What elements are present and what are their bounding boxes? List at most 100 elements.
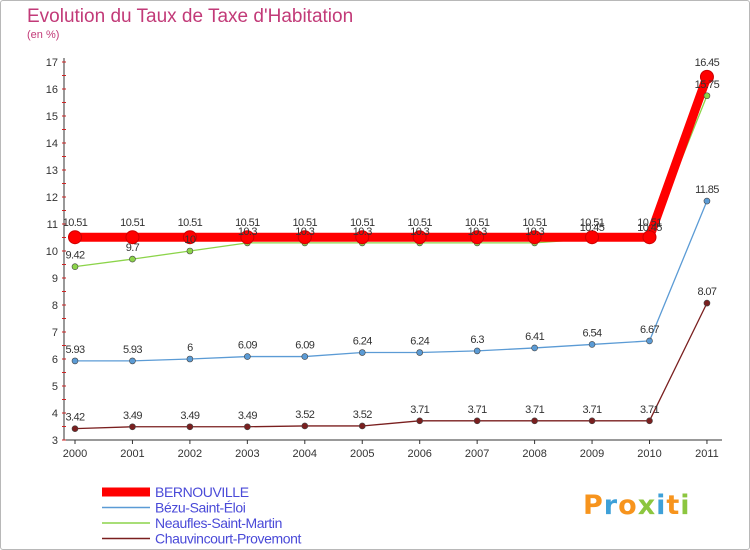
data-label-0: 10.51: [235, 217, 260, 229]
series-point-3: [588, 417, 596, 425]
series-point-1: [301, 353, 309, 360]
data-label-0: 10.51: [293, 217, 318, 229]
data-label-1: 6.67: [640, 324, 659, 336]
series-point-2: [186, 247, 194, 255]
y-tick-label: 3: [52, 435, 58, 447]
data-label-2: 9.7: [126, 242, 140, 254]
data-label-2: 9.42: [65, 250, 84, 262]
legend-label-2: Neaufles-Saint-Martin: [155, 515, 282, 531]
data-label-1: 6: [187, 342, 193, 354]
series-point-3: [71, 425, 79, 432]
legend-label-1: Bézu-Saint-Éloi: [155, 500, 246, 516]
y-tick-label: 11: [47, 219, 58, 231]
data-label-3: 3.49: [123, 410, 142, 422]
series-point-1: [646, 337, 653, 345]
data-label-1: 6.54: [583, 327, 602, 339]
x-tick-label: 2001: [120, 448, 144, 460]
logo-letter: i: [656, 490, 667, 521]
logo-letter: r: [603, 490, 619, 521]
data-label-1: 5.93: [123, 344, 142, 356]
series-point-1: [473, 347, 481, 355]
series-point-3: [301, 422, 309, 430]
data-label-0: 10.51: [637, 217, 662, 229]
x-tick-label: 2011: [695, 448, 719, 460]
series-point-1: [244, 353, 251, 360]
series-point-3: [703, 299, 711, 307]
series-point-1: [588, 341, 596, 348]
chart-subtitle: (en %): [27, 29, 60, 41]
logo-letter: P: [583, 490, 604, 521]
series-line-3: [74, 302, 708, 430]
series-point-3: [358, 422, 366, 430]
data-label-1: 5.93: [65, 344, 84, 356]
series-point-1: [358, 349, 366, 356]
logo-letter: x: [637, 490, 657, 521]
series-line-0: [75, 75, 712, 242]
x-tick-label: 2002: [178, 448, 202, 460]
series-point-1: [703, 197, 711, 205]
y-tick-label: 14: [46, 138, 58, 150]
data-label-3: 3.71: [583, 404, 602, 416]
y-tick-label: 5: [52, 381, 58, 393]
x-tick-label: 2008: [522, 448, 546, 460]
series-point-3: [129, 423, 136, 431]
series-point-3: [646, 417, 653, 425]
data-label-2: 10.45: [580, 222, 605, 234]
data-label-3: 3.49: [180, 410, 199, 422]
series-point-0: [68, 230, 82, 245]
y-tick-label: 16: [46, 84, 58, 96]
data-label-3: 3.71: [468, 404, 487, 416]
data-label-1: 6.41: [525, 331, 544, 343]
y-tick-label: 6: [52, 354, 58, 366]
data-label-0: 16.45: [695, 57, 720, 69]
x-tick-label: 2009: [580, 448, 604, 460]
data-label-2: 10.3: [468, 226, 487, 238]
data-label-1: 11.85: [695, 184, 719, 196]
data-label-2: 10.3: [353, 226, 372, 238]
axes: 3 4 5 6 7 8 9 10 11 12 13 14 15 16 17 2000 2001 2002 2003 2…: [46, 57, 722, 460]
series-point-0: [412, 230, 427, 245]
series-point-2: [71, 263, 79, 270]
series-point-1: [186, 355, 194, 363]
logo-letter: t: [666, 490, 681, 521]
data-label-0: 10.51: [350, 217, 375, 229]
data-label-1: 6.3: [470, 334, 484, 346]
x-tick-label: 2003: [235, 448, 259, 460]
series-point-3: [531, 417, 538, 425]
data-label-0: 10.51: [465, 217, 490, 229]
y-tick-label: 9: [52, 273, 58, 285]
series-point-0: [699, 69, 714, 84]
data-label-3: 3.42: [65, 412, 84, 424]
data-label-2: 10.45: [637, 222, 662, 234]
y-tick-label: 7: [52, 327, 58, 339]
data-label-3: 3.49: [238, 410, 257, 422]
series-point-1: [531, 344, 538, 352]
data-label-0: 10.51: [178, 217, 203, 229]
x-tick-label: 2004: [293, 448, 317, 460]
legend: BERNOUVILLEBézu-Saint-ÉloiNeaufles-Saint…: [102, 484, 302, 547]
y-tick-label: 8: [52, 300, 58, 312]
data-label-0: 10.51: [63, 217, 88, 229]
series-point-0: [240, 230, 255, 245]
x-tick-label: 2010: [637, 448, 661, 460]
series-point-0: [125, 230, 140, 245]
series-point-0: [642, 230, 657, 245]
series-point-3: [244, 423, 251, 431]
data-label-3: 3.71: [410, 404, 429, 416]
x-tick-label: 2006: [407, 448, 431, 460]
series-point-1: [71, 357, 79, 365]
data-label-1: 6.09: [295, 340, 314, 352]
series-points: [68, 69, 714, 432]
series-point-0: [182, 230, 197, 245]
data-label-0: 10.51: [580, 217, 605, 229]
data-label-0: 10.51: [407, 217, 432, 229]
y-tick-label: 4: [52, 408, 58, 420]
data-label-2: 10.3: [238, 226, 257, 238]
y-tick-label: 10: [46, 246, 58, 258]
proxiti-logo: Proxiti: [583, 490, 691, 521]
y-tick-label: 13: [46, 165, 58, 177]
series-point-0: [470, 230, 485, 245]
data-label-3: 3.52: [295, 409, 314, 421]
chart-title: Evolution du Taux de Taxe d'Habitation: [27, 6, 354, 27]
